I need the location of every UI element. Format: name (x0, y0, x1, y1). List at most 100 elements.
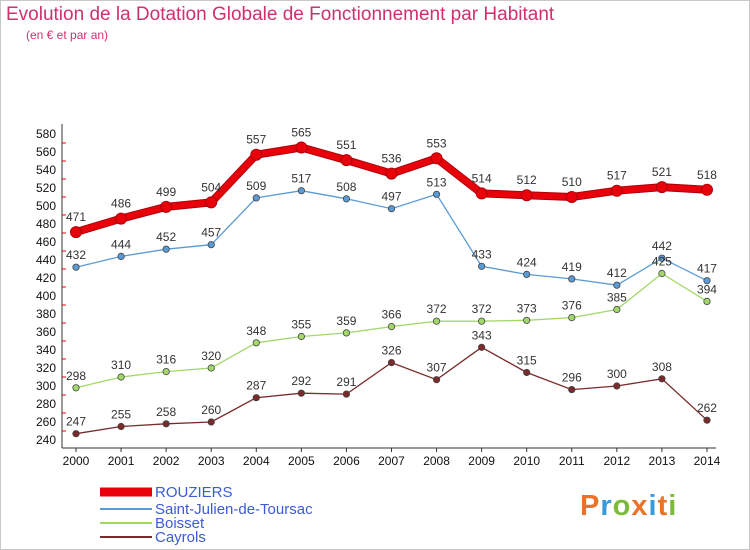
data-point (613, 281, 621, 289)
legend-label: Boisset (155, 515, 205, 532)
data-label: 508 (336, 180, 356, 194)
x-tick-label: 2006 (333, 454, 360, 468)
y-tick-label: 520 (36, 181, 56, 195)
y-tick-label: 440 (36, 253, 56, 267)
data-point (432, 190, 441, 198)
data-point (160, 200, 173, 213)
data-label: 457 (201, 226, 221, 240)
data-label: 424 (517, 255, 537, 269)
data-label: 262 (697, 401, 717, 415)
data-label: 310 (111, 358, 131, 372)
data-label: 255 (111, 408, 131, 422)
data-point (478, 317, 486, 325)
data-point (703, 277, 711, 285)
data-point (297, 389, 305, 397)
series-layer (70, 141, 713, 438)
data-label: 551 (336, 138, 356, 152)
y-tick-label: 360 (36, 325, 56, 339)
x-tick-label: 2008 (423, 454, 450, 468)
data-point (115, 212, 128, 225)
y-tick-label: 480 (36, 217, 56, 231)
y-tick-label: 540 (36, 163, 56, 177)
data-label: 376 (562, 299, 582, 313)
data-label: 355 (291, 318, 311, 332)
x-tick-label: 2000 (63, 454, 90, 468)
data-point (297, 187, 305, 195)
data-point (117, 422, 125, 431)
legend-swatch (100, 536, 152, 538)
data-label: 372 (427, 302, 447, 316)
data-label: 442 (652, 239, 672, 253)
data-point (72, 384, 80, 392)
legend-swatch (100, 508, 152, 510)
data-label: 260 (201, 403, 221, 417)
data-point (523, 316, 531, 324)
data-label: 417 (697, 262, 717, 276)
y-tick-label: 320 (36, 361, 56, 375)
data-point (523, 368, 531, 377)
data-label: 497 (381, 190, 401, 204)
data-label: 296 (562, 371, 582, 385)
data-point (387, 205, 396, 213)
legend-swatch (100, 522, 152, 524)
logo-letter: x (631, 490, 649, 522)
data-label: 553 (427, 136, 447, 150)
x-tick-label: 2014 (694, 454, 721, 468)
chart-axes: 240 260 280 300 320 340 360 380 400 420 440 460 480 5… (36, 124, 721, 468)
data-point (342, 329, 351, 337)
data-label: 565 (291, 126, 311, 140)
data-point (340, 154, 353, 167)
data-point (342, 390, 351, 398)
data-point (610, 184, 623, 197)
data-label: 499 (156, 185, 176, 199)
data-label: 320 (201, 349, 221, 363)
data-label: 433 (472, 247, 492, 261)
data-label: 509 (246, 179, 266, 193)
data-point (252, 394, 260, 402)
data-point (475, 187, 488, 200)
x-tick-label: 2013 (649, 454, 676, 468)
data-label: 366 (381, 308, 401, 322)
data-point (478, 343, 486, 351)
data-label: 298 (66, 369, 86, 383)
data-label: 504 (201, 180, 221, 194)
y-tick-label: 280 (36, 397, 56, 411)
data-label: 394 (697, 282, 717, 296)
data-label: 348 (246, 324, 266, 338)
data-point (387, 358, 396, 367)
y-tick-label: 580 (36, 127, 56, 141)
logo-letter: P (580, 490, 601, 522)
data-point (658, 269, 666, 278)
data-label: 513 (427, 175, 447, 189)
legend: ROUZIERSSaint-Julien-de-ToursacBoissetCa… (100, 484, 313, 546)
data-point (613, 305, 621, 314)
data-point (655, 181, 668, 194)
legend-label: ROUZIERS (155, 484, 233, 501)
logo-letter: i (648, 490, 658, 522)
data-point (162, 245, 170, 253)
data-point (658, 375, 666, 383)
legend-label: Saint-Julien-de-Toursac (155, 501, 313, 518)
data-label: 307 (427, 361, 447, 375)
x-tick-label: 2012 (603, 454, 630, 468)
y-tick-label: 560 (36, 145, 56, 159)
data-point (207, 241, 215, 249)
data-labels: 247 255 258 260 287 292 291 326 307 343 315 296 300 3… (66, 126, 717, 429)
logo-letter: i (668, 490, 678, 522)
logo-letter: o (612, 490, 632, 522)
data-point (432, 317, 441, 325)
logo-letter: r (600, 490, 613, 522)
data-label: 518 (697, 168, 717, 182)
data-label: 471 (66, 210, 86, 224)
data-point (252, 194, 260, 202)
data-label: 300 (607, 367, 627, 381)
legend-label: Cayrols (155, 529, 206, 546)
data-point (385, 167, 398, 180)
data-label: 557 (246, 133, 266, 147)
data-label: 343 (472, 328, 492, 342)
data-label: 425 (652, 255, 672, 269)
data-point (568, 313, 576, 322)
data-label: 412 (607, 266, 627, 280)
data-point (117, 373, 125, 381)
